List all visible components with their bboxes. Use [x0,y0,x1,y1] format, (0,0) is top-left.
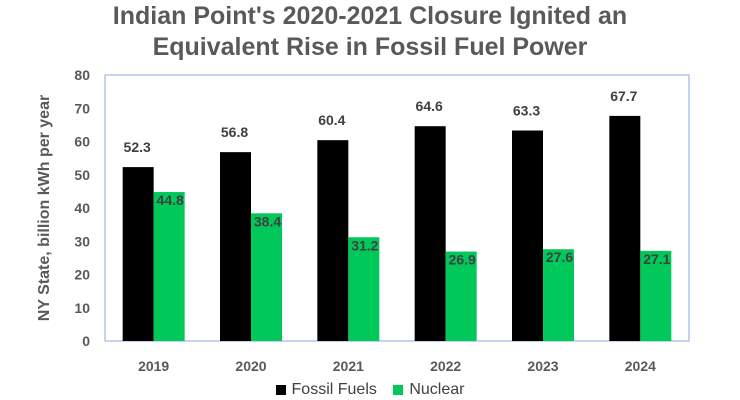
bar-nuclear [640,250,672,341]
plot-frame [104,74,690,342]
bar-nuclear [445,251,477,341]
data-label-fossil: 60.4 [318,112,345,128]
x-tick-label: 2022 [430,358,461,374]
data-label-nuclear: 31.2 [351,237,378,253]
x-tick-label: 2021 [333,358,364,374]
bar-nuclear [251,213,282,341]
y-tick-label: 80 [74,67,90,83]
legend-item-nuclear: Nuclear [393,381,464,399]
bar-nuclear [348,237,380,341]
chart-title-line-2: Equivalent Rise in Fossil Fuel Power [152,33,588,61]
y-tick-label: 30 [74,233,90,249]
y-tick-label: 0 [82,333,90,349]
data-label-nuclear: 44.8 [157,192,184,208]
y-tick-label: 40 [74,200,90,216]
bar-fossil [122,167,154,341]
bar-fossil [220,152,251,341]
bar-fossil [414,126,446,341]
bar-nuclear [543,249,574,341]
legend-item-fossil: Fossil Fuels [275,381,377,399]
x-tick-label: 2023 [527,358,558,374]
bar-nuclear [153,192,185,341]
data-label-fossil: 67.7 [610,88,637,104]
y-tick-label: 10 [74,300,90,316]
data-label-fossil: 52.3 [124,139,151,155]
data-label-nuclear: 38.4 [254,213,281,229]
legend-swatch-fossil [275,385,286,395]
bar-fossil [317,140,349,341]
data-label-nuclear: 27.6 [546,249,573,265]
bar-fossil [609,115,641,342]
legend: Fossil Fuels Nuclear [0,381,740,400]
data-label-fossil: 64.6 [416,98,443,114]
data-label-fossil: 56.8 [221,124,248,140]
legend-label-fossil: Fossil Fuels [291,381,377,398]
y-tick-label: 60 [74,134,90,150]
legend-swatch-nuclear [393,385,404,395]
x-tick-label: 2024 [625,358,656,374]
y-tick-label: 50 [74,167,90,183]
y-tick-label: 20 [74,267,90,283]
chart-title-line-1: Indian Point's 2020-2021 Closure Ignited… [112,2,628,30]
x-tick-label: 2019 [138,358,169,374]
x-tick-label: 2020 [235,358,266,374]
data-label-nuclear: 27.1 [643,251,670,267]
data-label-fossil: 63.3 [513,103,540,119]
y-tick-label: 70 [74,100,90,116]
data-label-nuclear: 26.9 [449,252,476,268]
y-axis-label: NY State, billion kWh per year [36,95,53,321]
bar-fossil [512,130,543,341]
legend-label-nuclear: Nuclear [409,381,465,398]
